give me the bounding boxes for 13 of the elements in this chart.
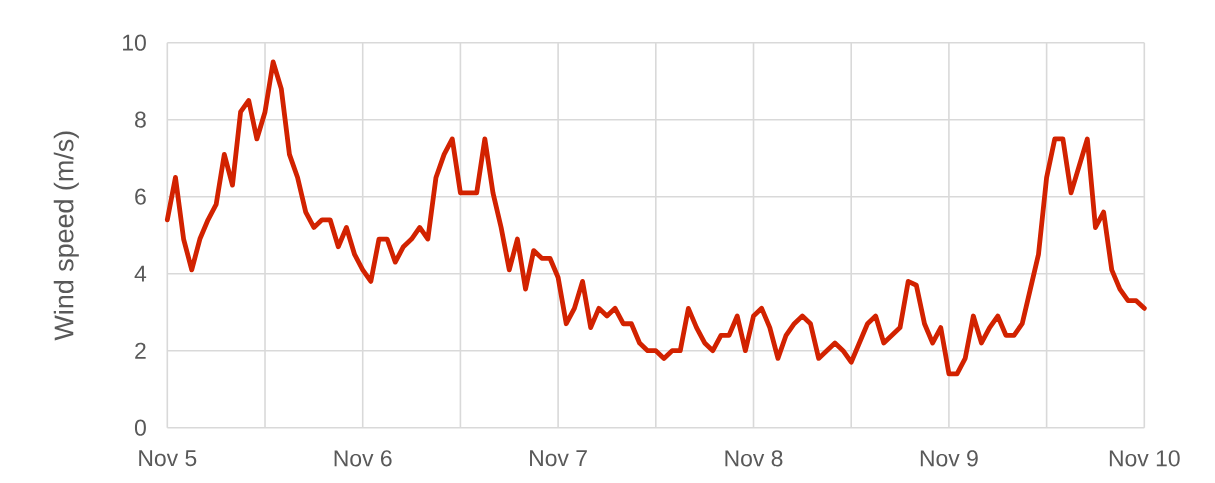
x-tick-label: Nov 10 [1109,450,1180,467]
y-tick-label: 0 [134,419,146,436]
y-tick-label: 8 [135,111,146,128]
x-tick-label: Nov 5 [139,450,197,467]
y-axis-title: Wind speed (m/s) [53,131,79,341]
y-tick-label: 6 [135,188,146,205]
y-tick-label: 2 [135,342,146,359]
x-tick-label: Nov 7 [530,450,587,467]
y-tick-label: 10 [123,34,146,51]
x-tick-label: Nov 9 [920,450,978,467]
y-tick-label: 4 [134,265,147,282]
x-tick-label: Nov 8 [725,450,783,467]
x-tick-label: Nov 6 [334,450,392,467]
